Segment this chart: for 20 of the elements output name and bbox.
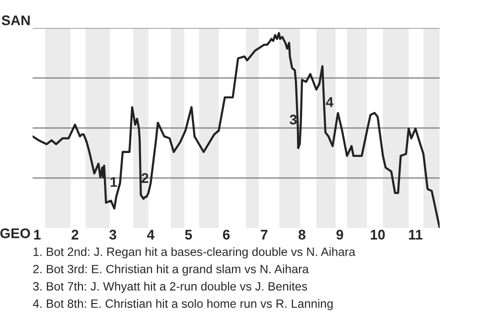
x-tick-label: 1 <box>34 230 41 240</box>
x-tick-label: 3 <box>109 230 116 240</box>
x-tick-label: 6 <box>222 230 230 240</box>
text: 3. Bot 7th: J. Whyatt hit a 2-run double vs J. Benites <box>33 282 308 293</box>
text: SAN <box>2 15 30 26</box>
annotation: 1 <box>110 177 118 187</box>
annotation: 2 <box>142 173 148 183</box>
text: 1. Bot 2nd: J. Regan hit a bases-clearing double vs N. Aihara <box>34 247 356 258</box>
x-tick-label: 7 <box>260 230 268 240</box>
x-tick-label: 11 <box>409 230 422 240</box>
x-tick-label: 2 <box>72 230 78 240</box>
text: 2. Bot 3rd: E. Christian hit a grand slam vs N. Aihara <box>33 264 309 276</box>
x-tick-label: 9 <box>336 230 344 240</box>
x-tick-label: 4 <box>147 230 154 240</box>
text: 4. Bot 8th: E. Christian hit a solo home run vs R. Lanning <box>32 299 333 310</box>
annotation: 4 <box>326 97 334 107</box>
x-tick-label: 10 <box>370 230 385 240</box>
x-tick-label: 8 <box>298 230 306 240</box>
text: GEO <box>0 228 30 238</box>
x-tick-label: 5 <box>185 230 192 240</box>
